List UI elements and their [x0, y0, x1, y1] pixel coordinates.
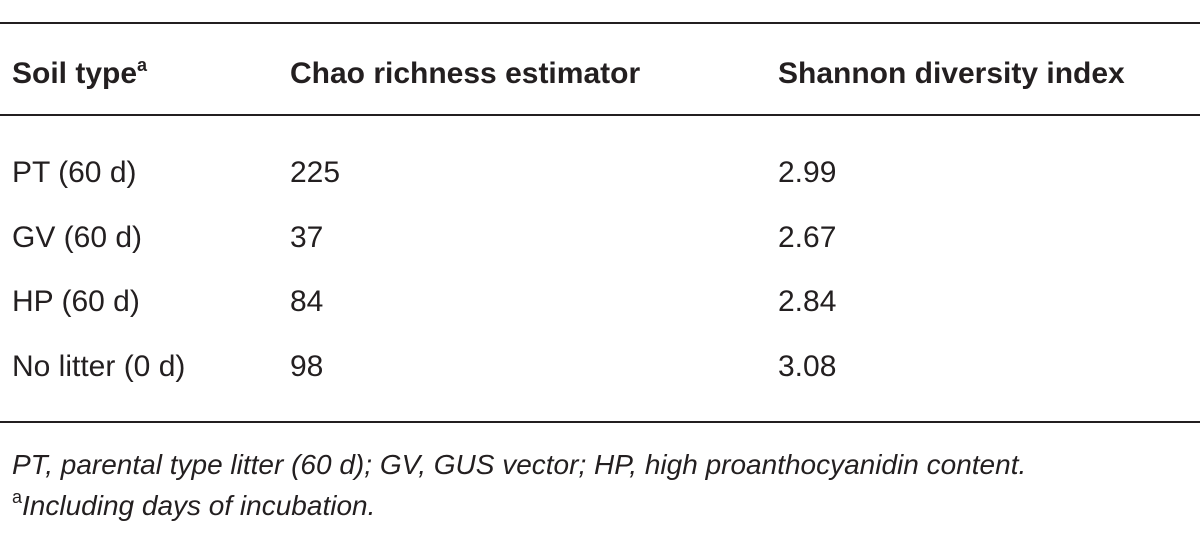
column-header: Shannon diversity index	[778, 57, 1125, 90]
table-cell: 225	[290, 156, 341, 189]
table-cell: 98	[290, 349, 324, 383]
footnote: aIncluding days of incubation.	[12, 487, 376, 523]
bottom-rule	[0, 421, 1200, 423]
header-rule	[0, 114, 1200, 116]
table-cell: 2.84	[778, 285, 837, 318]
table-cell: 84	[290, 285, 324, 318]
table-cell: 2.67	[778, 220, 837, 254]
table-cell: 3.08	[778, 349, 837, 383]
column-header: Chao richness estimator	[290, 57, 641, 90]
table-cell: GV (60 d)	[12, 220, 143, 254]
table-cell: 2.99	[778, 156, 837, 189]
top-rule	[0, 22, 1200, 24]
footnote: PT, parental type litter (60 d); GV, GUS…	[12, 449, 1027, 480]
table-cell: 37	[290, 220, 324, 254]
note-mark: a	[137, 55, 148, 75]
note-text: Including days of incubation.	[22, 490, 376, 521]
note-mark: a	[12, 487, 23, 507]
table-cell: HP (60 d)	[12, 285, 140, 318]
table-cell: PT (60 d)	[12, 156, 137, 189]
header-text: Soil type	[12, 57, 138, 90]
table-cell: No litter (0 d)	[12, 349, 186, 383]
column-header: Soil typea	[12, 56, 147, 92]
